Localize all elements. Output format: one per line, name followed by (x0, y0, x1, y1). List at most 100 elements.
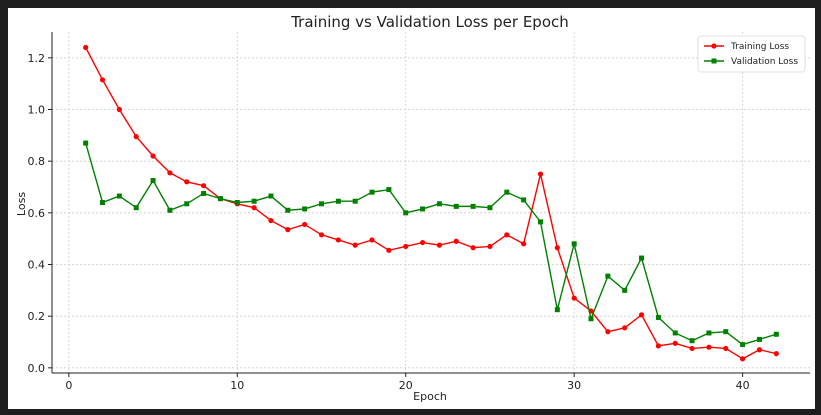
legend-marker (711, 43, 717, 49)
point-validation-loss (403, 210, 409, 216)
point-validation-loss (689, 338, 695, 344)
point-validation-loss (639, 255, 645, 261)
point-validation-loss (285, 207, 291, 213)
point-training-loss (605, 329, 611, 335)
legend-label: Training Loss (730, 42, 789, 52)
point-training-loss (521, 241, 527, 247)
legend-item-training-loss: Training Loss (704, 42, 789, 52)
point-validation-loss (436, 201, 442, 207)
point-validation-loss (369, 189, 375, 195)
point-training-loss (436, 242, 443, 248)
legend-item-validation-loss: Validation Loss (704, 57, 798, 67)
legend-box (697, 35, 806, 73)
point-validation-loss (302, 206, 308, 212)
point-training-loss (133, 134, 139, 140)
point-validation-loss (184, 201, 190, 207)
point-training-loss (318, 232, 325, 238)
y-tick-label: 0.8 (28, 155, 46, 168)
point-training-loss (251, 205, 257, 211)
point-validation-loss (537, 219, 543, 225)
y-tick-label: 0.0 (28, 362, 46, 375)
point-validation-loss (504, 189, 510, 195)
point-training-loss (302, 221, 308, 228)
point-training-loss (386, 247, 392, 253)
chart-title: Training vs Validation Loss per Epoch (290, 13, 569, 31)
point-training-loss (554, 245, 560, 251)
y-tick-label: 0.6 (28, 207, 46, 220)
y-tick-label: 0.4 (28, 259, 46, 272)
point-validation-loss (386, 187, 392, 193)
point-training-loss (285, 227, 291, 233)
point-training-loss (638, 312, 645, 318)
point-training-loss (268, 217, 274, 224)
point-validation-loss (756, 336, 762, 342)
point-validation-loss (706, 330, 712, 336)
x-tick-label: 0 (65, 379, 72, 392)
point-training-loss (369, 237, 375, 243)
axis-ticks: 0.0 0.2 0.4 0.6 0.8 1.0 1.2 0 10 20 30 40 (28, 52, 750, 392)
point-validation-loss (622, 287, 628, 293)
point-training-loss (487, 243, 493, 250)
point-validation-loss (167, 207, 173, 213)
series-training-loss (83, 44, 779, 362)
point-training-loss (706, 344, 712, 350)
point-training-loss (740, 356, 746, 362)
loss-chart: Training vs Validation Loss per Epoch 0.… (15, 13, 810, 403)
point-validation-loss (150, 178, 156, 184)
point-training-loss (99, 77, 106, 83)
point-validation-loss (655, 314, 661, 320)
point-validation-loss (234, 200, 240, 205)
point-training-loss (167, 170, 173, 176)
y-axis-title: Loss (15, 192, 28, 216)
point-training-loss (201, 183, 207, 189)
point-training-loss (352, 242, 358, 248)
legend-marker (711, 58, 717, 64)
point-training-loss (403, 243, 409, 250)
point-validation-loss (723, 329, 729, 335)
point-validation-loss (740, 342, 746, 348)
point-validation-loss (83, 140, 89, 146)
point-validation-loss (571, 241, 577, 247)
point-validation-loss (487, 205, 493, 211)
point-training-loss (655, 343, 662, 349)
point-validation-loss (133, 205, 139, 211)
point-validation-loss (319, 201, 325, 207)
point-validation-loss (116, 193, 122, 199)
x-tick-label: 30 (567, 379, 581, 392)
point-training-loss (622, 325, 628, 331)
legend-label: Validation Loss (731, 57, 798, 67)
point-training-loss (335, 237, 341, 243)
point-training-loss (83, 44, 89, 51)
point-training-loss (184, 179, 190, 185)
line-training-loss (85, 47, 777, 360)
point-training-loss (571, 295, 577, 301)
point-validation-loss (268, 193, 274, 199)
series-validation-loss (83, 140, 779, 348)
point-validation-loss (672, 330, 678, 336)
point-training-loss (756, 347, 763, 353)
point-validation-loss (588, 316, 594, 322)
x-axis-title: Epoch (413, 390, 447, 403)
axes (51, 32, 810, 374)
point-training-loss (689, 345, 695, 352)
point-training-loss (470, 245, 476, 251)
point-validation-loss (605, 273, 611, 279)
point-validation-loss (453, 203, 459, 209)
point-validation-loss (521, 197, 527, 203)
point-validation-loss (335, 198, 341, 204)
x-tick-label: 40 (736, 379, 750, 392)
line-validation-loss (85, 142, 777, 346)
series-layer (83, 44, 779, 362)
point-validation-loss (420, 206, 426, 212)
legend: Training Loss Validation Loss (697, 35, 806, 73)
point-training-loss (419, 239, 426, 246)
point-validation-loss (352, 198, 358, 204)
point-validation-loss (217, 196, 223, 202)
point-training-loss (723, 345, 729, 352)
point-validation-loss (100, 200, 106, 205)
point-validation-loss (470, 203, 476, 209)
x-tick-label: 10 (230, 379, 244, 392)
x-tick-label: 20 (399, 379, 413, 392)
point-training-loss (773, 351, 779, 357)
point-training-loss (150, 153, 156, 159)
